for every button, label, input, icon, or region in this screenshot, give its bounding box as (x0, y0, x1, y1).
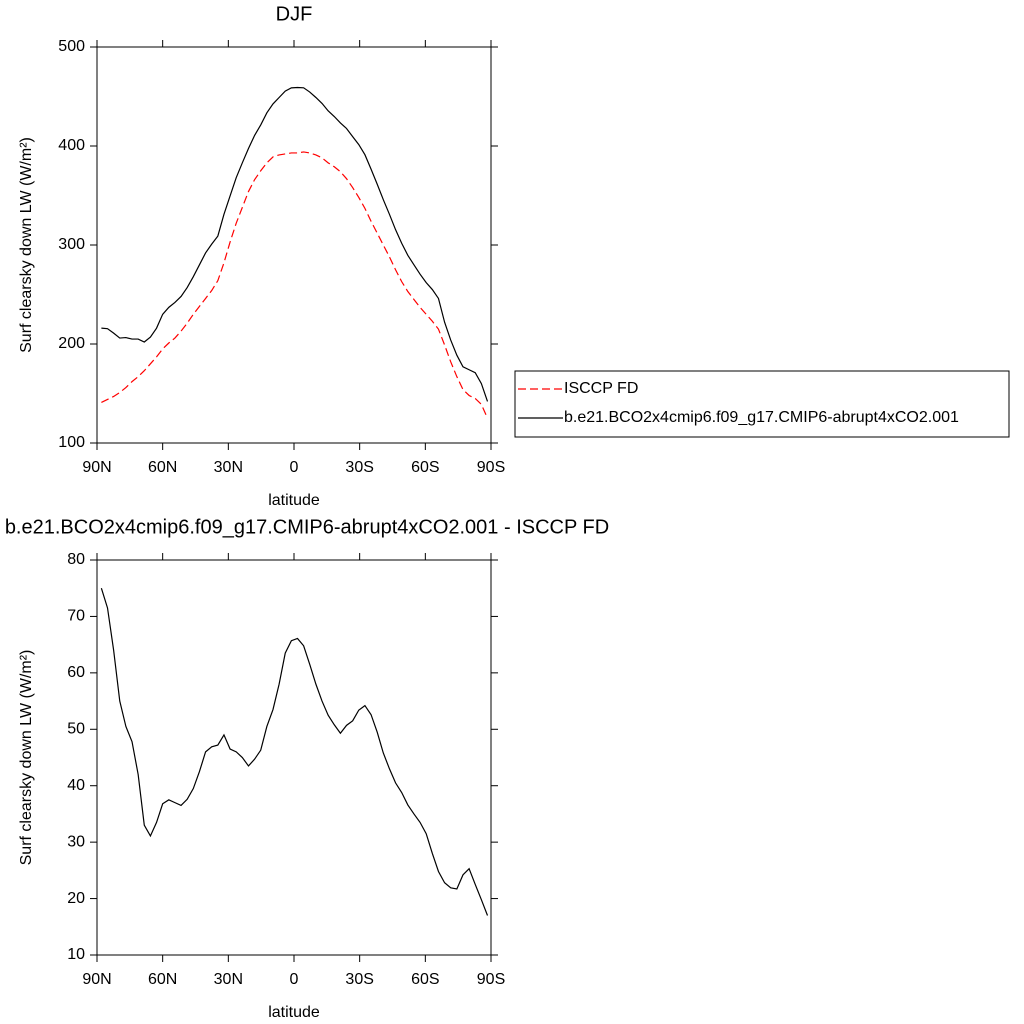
x-axis-label: latitude (268, 492, 320, 509)
y-tick-label: 70 (67, 608, 85, 625)
chart-title: DJF (276, 3, 313, 25)
plot-frame (96, 559, 492, 956)
legend-box (514, 370, 1010, 438)
x-tick-label: 60N (148, 459, 177, 476)
y-tick-label: 10 (67, 946, 85, 963)
y-tick-label: 50 (67, 721, 85, 738)
y-tick-label: 30 (67, 833, 85, 850)
x-tick-label: 30N (214, 971, 243, 988)
y-tick-label: 80 (67, 551, 85, 568)
y-tick-label: 60 (67, 664, 85, 681)
x-tick-label: 60N (148, 971, 177, 988)
legend-label: b.e21.BCO2x4cmip6.f09_g17.CMIP6-abrupt4x… (564, 409, 959, 426)
data-line (101, 86, 489, 402)
x-axis-label: latitude (268, 1004, 320, 1021)
y-tick-label: 500 (58, 38, 85, 55)
y-tick-label: 40 (67, 777, 85, 794)
plot-frame (96, 46, 492, 444)
y-tick-label: 20 (67, 890, 85, 907)
x-tick-label: 30S (345, 459, 373, 476)
y-tick-label: 100 (58, 434, 85, 451)
data-line (100, 588, 489, 916)
x-tick-label: 60S (411, 459, 439, 476)
y-axis-label: Surf clearsky down LW (W/m²) (18, 650, 35, 866)
x-tick-label: 90N (82, 971, 111, 988)
x-tick-label: 0 (290, 971, 299, 988)
x-tick-label: 60S (411, 971, 439, 988)
y-tick-label: 400 (58, 137, 85, 154)
legend-label: ISCCP FD (564, 380, 638, 397)
x-tick-label: 90S (477, 459, 505, 476)
x-tick-label: 90S (477, 971, 505, 988)
x-tick-label: 30S (345, 971, 373, 988)
x-tick-label: 0 (290, 459, 299, 476)
data-line (101, 151, 489, 419)
x-tick-label: 30N (214, 459, 243, 476)
y-tick-label: 200 (58, 335, 85, 352)
x-tick-label: 90N (82, 459, 111, 476)
y-axis-label: Surf clearsky down LW (W/m²) (18, 137, 35, 353)
chart-title: b.e21.BCO2x4cmip6.f09_g17.CMIP6-abrupt4x… (5, 516, 609, 538)
y-tick-label: 300 (58, 236, 85, 253)
